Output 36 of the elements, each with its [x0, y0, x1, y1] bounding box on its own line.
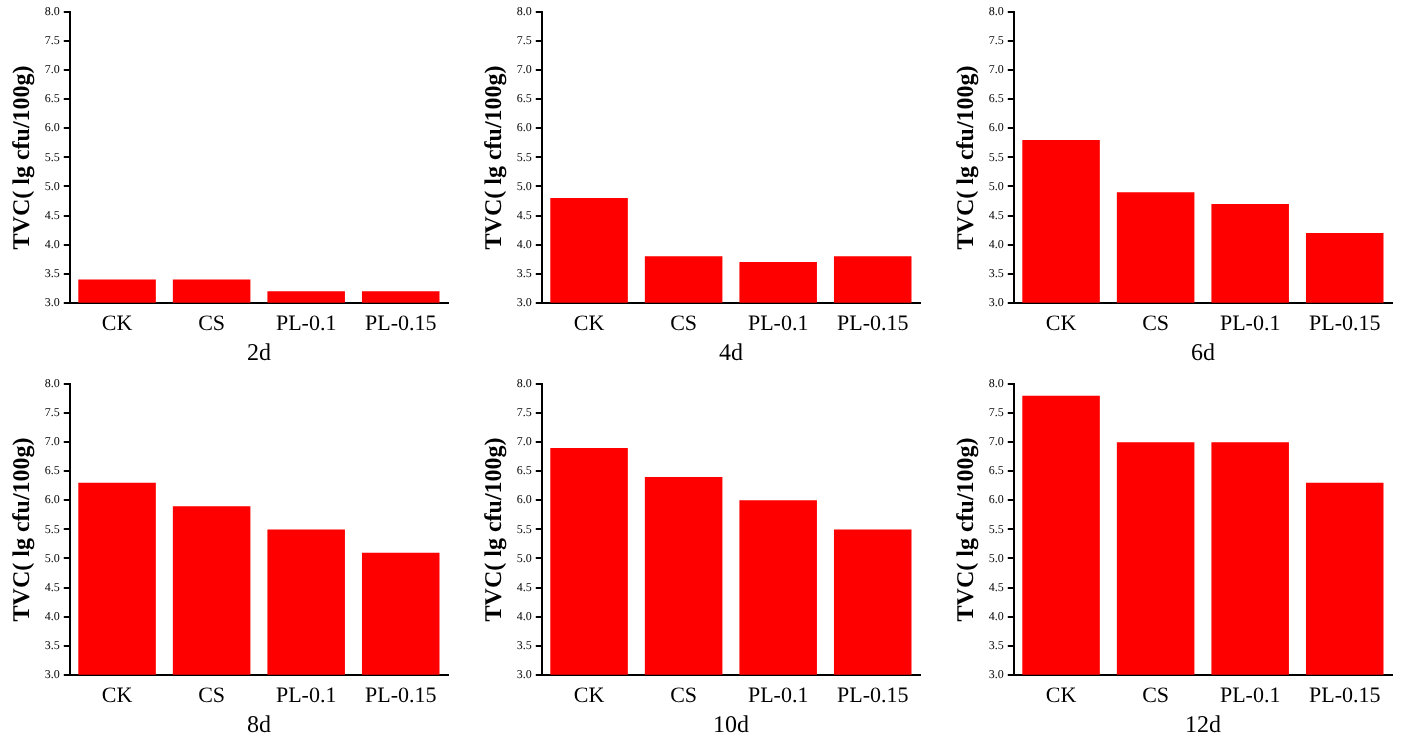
x-tick-label: PL-0.1: [275, 311, 337, 336]
y-axis-title: TVC( lg cfu/100g): [478, 437, 507, 622]
y-axis-title: TVC( lg cfu/100g): [478, 65, 507, 250]
x-tick-label: PL-0.1: [1219, 311, 1281, 336]
x-tick-label: CK: [1045, 683, 1077, 708]
x-axis-title: 10d: [712, 709, 749, 738]
x-tick-label: CS: [198, 683, 226, 708]
x-tick-label: CK: [101, 683, 133, 708]
x-tick-label: CS: [198, 311, 226, 336]
x-tick-label: PL-0.15: [364, 311, 438, 336]
x-tick-label: PL-0.1: [1219, 683, 1281, 708]
x-tick-label: CK: [101, 311, 133, 336]
x-tick-label: CK: [573, 683, 605, 708]
x-tick-label: PL-0.15: [836, 683, 910, 708]
x-tick-label: PL-0.15: [364, 683, 438, 708]
x-tick-label: PL-0.15: [836, 311, 910, 336]
x-tick-label: CS: [670, 311, 698, 336]
x-tick-label: CK: [573, 311, 605, 336]
y-axis-title: TVC( lg cfu/100g): [6, 65, 35, 250]
x-tick-label: CK: [1045, 311, 1077, 336]
x-axis-title: 6d: [1190, 337, 1215, 366]
y-axis-title: TVC( lg cfu/100g): [950, 65, 979, 250]
x-tick-label: CS: [1142, 683, 1170, 708]
x-tick-label: PL-0.1: [747, 311, 809, 336]
x-tick-label: PL-0.15: [1308, 683, 1382, 708]
x-tick-label: PL-0.15: [1308, 311, 1382, 336]
x-tick-label: PL-0.1: [747, 683, 809, 708]
x-tick-label: CS: [1142, 311, 1170, 336]
y-axis-title: TVC( lg cfu/100g): [6, 437, 35, 622]
x-axis-title: 8d: [246, 709, 271, 738]
x-axis-title: 2d: [246, 337, 271, 366]
x-tick-label: PL-0.1: [275, 683, 337, 708]
y-axis-title: TVC( lg cfu/100g): [950, 437, 979, 622]
x-tick-label: CS: [670, 683, 698, 708]
x-axis-title: 12d: [1184, 709, 1221, 738]
x-axis-title: 4d: [718, 337, 743, 366]
